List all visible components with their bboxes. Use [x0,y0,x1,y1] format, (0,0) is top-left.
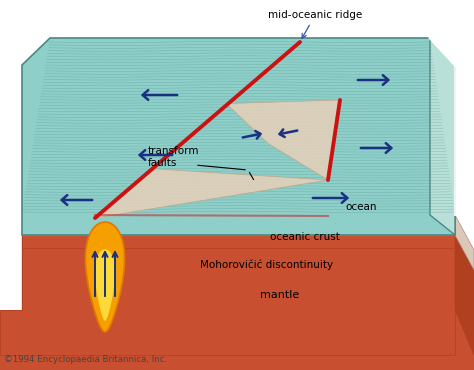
Polygon shape [455,215,474,270]
Polygon shape [430,38,455,235]
Text: ©1994 Encyclopaedia Britannica, Inc.: ©1994 Encyclopaedia Britannica, Inc. [4,355,167,364]
Polygon shape [226,100,340,180]
Polygon shape [0,310,474,370]
Polygon shape [95,169,328,218]
Polygon shape [22,38,455,235]
Polygon shape [22,215,455,228]
Text: oceanic crust: oceanic crust [270,232,340,242]
Polygon shape [95,249,115,321]
Polygon shape [0,235,455,355]
Text: Mohorovičić discontinuity: Mohorovičić discontinuity [200,259,333,270]
Polygon shape [22,235,455,310]
Text: mid-oceanic ridge: mid-oceanic ridge [268,10,362,38]
Polygon shape [85,222,125,332]
Polygon shape [455,235,474,355]
Polygon shape [22,235,455,248]
Text: ocean: ocean [345,202,376,212]
Polygon shape [22,215,455,235]
Text: mantle: mantle [260,290,299,300]
Text: transform
faults: transform faults [148,146,200,168]
